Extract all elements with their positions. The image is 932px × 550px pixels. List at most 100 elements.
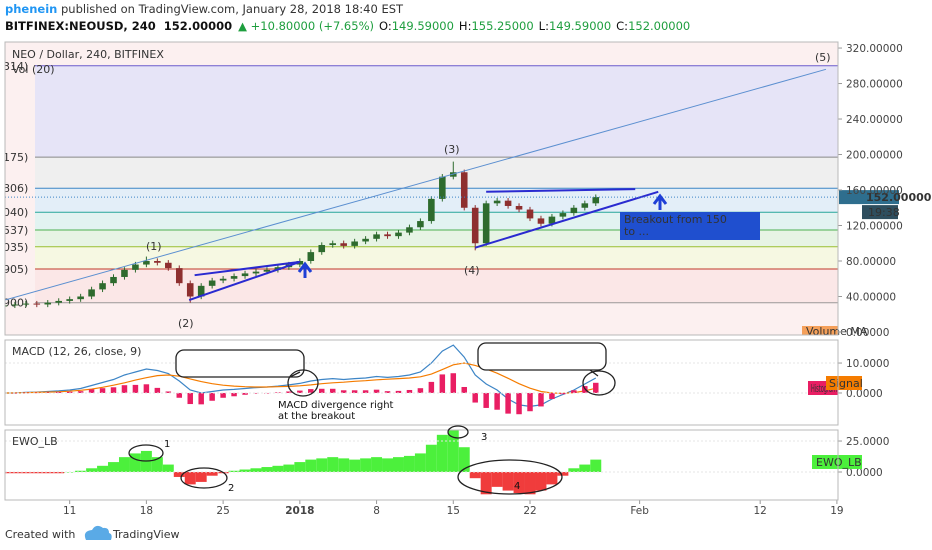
note: at the breakout: [278, 411, 355, 422]
ewo-bar: [382, 458, 394, 472]
candle-body: [33, 303, 41, 305]
histogram-bar: [187, 392, 193, 405]
y-tick-label: 10.0000: [846, 358, 889, 370]
trend-line: [188, 260, 301, 301]
ewo-bar: [458, 447, 470, 472]
panel-title: MACD (12, 26, close, 9): [12, 345, 141, 358]
candle-body: [351, 241, 358, 246]
fib-label: 314): [3, 60, 28, 73]
ewo-bar: [425, 444, 437, 472]
ewo-bar: [162, 464, 174, 472]
histogram-bar: [428, 381, 435, 393]
histogram-bar: [154, 387, 161, 393]
candle-body: [504, 200, 512, 206]
ewo-bar: [393, 457, 404, 472]
y-tick-label: 200.00000: [846, 150, 903, 162]
y-tick-label: 25.0000: [846, 436, 889, 448]
fib-band: [35, 246, 838, 269]
brand[interactable]: TradingView: [112, 528, 179, 541]
symbol: BITFINEX:NEOUSD, 240: [5, 19, 156, 33]
ewo-bar: [129, 453, 141, 472]
ewo-bar: [513, 472, 525, 494]
fib-label: 035): [3, 241, 28, 254]
histogram-bar: [417, 388, 424, 393]
histogram-bar: [198, 392, 204, 405]
y-tick-label: 0.0000: [846, 467, 883, 479]
candle-body: [208, 280, 216, 286]
x-tick-label: 15: [447, 505, 460, 517]
ewo-bar: [557, 472, 569, 476]
histogram-bar: [286, 391, 292, 393]
histogram-bar: [220, 392, 226, 398]
candle-body: [66, 299, 73, 301]
candle-body: [318, 245, 326, 253]
histogram-bar: [242, 392, 248, 395]
main-panel-frame: [4, 41, 839, 336]
x-tick-label: Feb: [630, 505, 649, 517]
candle-body: [592, 197, 600, 204]
ewo-bar: [316, 458, 328, 472]
ewo-bar: [173, 472, 185, 477]
volume-ma-badge: [802, 326, 838, 335]
fib-label: 900): [3, 297, 28, 310]
ewo-bar: [261, 467, 273, 472]
candle-body: [329, 243, 337, 246]
histogram-bar: [297, 390, 303, 393]
signal-badge-label: Signal: [829, 377, 863, 390]
ohlc-key: H:: [459, 19, 472, 33]
candle-body: [77, 296, 84, 300]
candle-body: [340, 243, 347, 246]
ewo-bar: [349, 459, 361, 472]
callout-tail: [289, 371, 301, 378]
x-tick-label: 11: [63, 505, 76, 517]
histogram-bar: [560, 392, 566, 395]
histogram-bar: [384, 391, 391, 393]
ewo-bar: [108, 462, 119, 472]
fib-label: 905): [3, 263, 28, 276]
trend-line: [194, 260, 300, 277]
author[interactable]: phenein: [5, 2, 57, 16]
y-tick-label: 160.00000: [846, 185, 903, 197]
callout-tail: [589, 369, 599, 377]
histogram-bar: [483, 392, 489, 408]
histogram-bar: [439, 374, 446, 393]
candle-body: [428, 198, 435, 222]
fib-label: 175): [3, 151, 28, 164]
circle: [128, 444, 164, 462]
histogram-bar: [88, 389, 95, 393]
candle-body: [22, 303, 30, 305]
ewo-bar: [469, 472, 481, 479]
change: ▲ +10.80000 (+7.65%): [238, 19, 374, 33]
x-tick-label: 25: [216, 505, 229, 517]
ewo-bar: [195, 472, 207, 482]
wave-label: (5): [815, 51, 831, 64]
candle-body: [121, 269, 128, 277]
x-tick-label: 2018: [285, 505, 314, 517]
candle-body: [526, 209, 534, 219]
panel-layer: [5, 430, 602, 495]
histogram-bar: [77, 391, 84, 393]
candle-body: [482, 203, 490, 244]
histogram-bar: [329, 388, 336, 393]
candle-body: [417, 221, 424, 228]
ohlc-key: O:: [379, 19, 392, 33]
x-tick-label: 19: [830, 505, 843, 517]
note: MACD divergence right: [278, 400, 394, 411]
ewo-bar: [294, 462, 306, 472]
y-tick-label: 120.00000: [846, 221, 903, 233]
candle-body: [537, 218, 545, 224]
histogram-bar: [176, 392, 183, 398]
x-tick-label: 22: [523, 505, 536, 517]
breakout-box: [620, 212, 760, 240]
histogram-bar: [165, 391, 172, 393]
histogram-bar: [450, 373, 457, 393]
histogram-bar: [110, 387, 117, 393]
ewo-bar: [546, 472, 558, 485]
candle-body: [307, 252, 315, 261]
ewo-bar: [9, 472, 21, 474]
fib-label: 040): [3, 206, 28, 219]
histogram-bar: [231, 392, 237, 397]
candle-body: [493, 200, 501, 204]
ewo-bar: [75, 470, 87, 472]
ewo-bar: [250, 468, 262, 472]
